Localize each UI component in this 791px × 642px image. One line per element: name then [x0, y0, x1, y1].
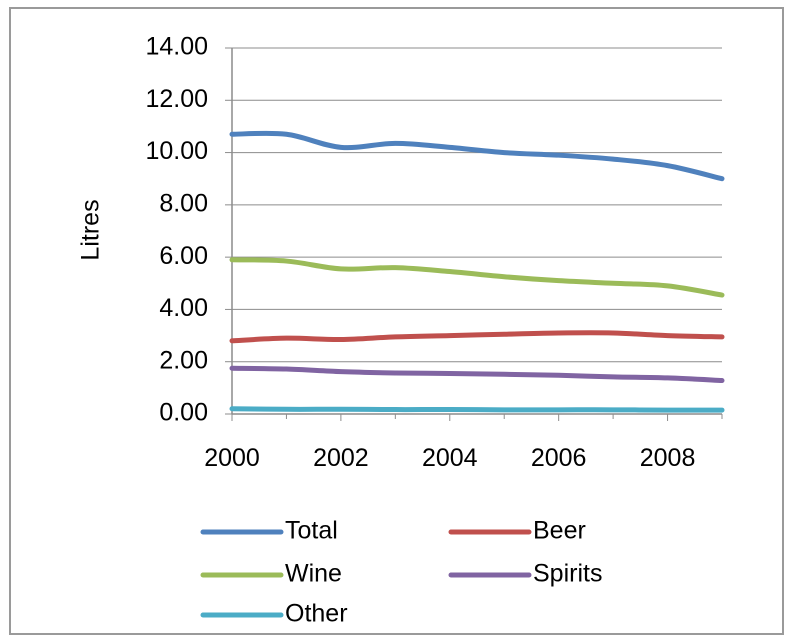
gridlines	[232, 47, 722, 363]
legend-label: Beer	[533, 517, 586, 545]
y-tick-labels: 0.00 2.00 4.00 6.00 8.00 10.00 12.00 14.00	[145, 33, 208, 427]
legend-item-beer: Beer	[448, 517, 586, 545]
legend-item-spirits: Spirits	[448, 560, 602, 588]
y-tick-label: 6.00	[159, 242, 208, 270]
series-lines	[229, 130, 725, 413]
x-tick-label: 2004	[422, 444, 478, 472]
x-tick-label: 2000	[204, 444, 260, 472]
legend-label: Wine	[285, 560, 342, 588]
y-tick-label: 10.00	[145, 137, 208, 165]
chart-frame	[9, 7, 784, 635]
series-line-spirits	[229, 365, 725, 384]
y-tick-label: 12.00	[145, 85, 208, 113]
series-line-wine	[229, 257, 725, 298]
series-line-beer	[229, 330, 725, 344]
y-tick-label: 8.00	[159, 189, 208, 217]
legend-item-wine: Wine	[200, 560, 342, 588]
legend-label: Total	[285, 517, 338, 545]
legend-label: Other	[285, 600, 348, 628]
legend-item-total: Total	[200, 517, 338, 545]
y-tick-label: 2.00	[159, 346, 208, 374]
y-axis-title: Litres	[77, 199, 105, 260]
y-tick-label: 4.00	[159, 294, 208, 322]
y-tick-label: 14.00	[145, 33, 208, 61]
y-tick-label: 0.00	[159, 399, 208, 427]
legend-item-other: Other	[200, 600, 348, 628]
legend-label: Spirits	[533, 560, 602, 588]
axes	[225, 47, 723, 421]
series-line-other	[229, 406, 725, 413]
legend: Total Beer Wine Spirits Other	[200, 517, 602, 628]
x-tick-label: 2008	[640, 444, 696, 472]
series-line-total	[229, 130, 725, 182]
x-tick-label: 2006	[531, 444, 587, 472]
x-tick-label: 2002	[313, 444, 369, 472]
x-tick-labels: 2000 2002 2004 2006 2008	[204, 444, 695, 472]
